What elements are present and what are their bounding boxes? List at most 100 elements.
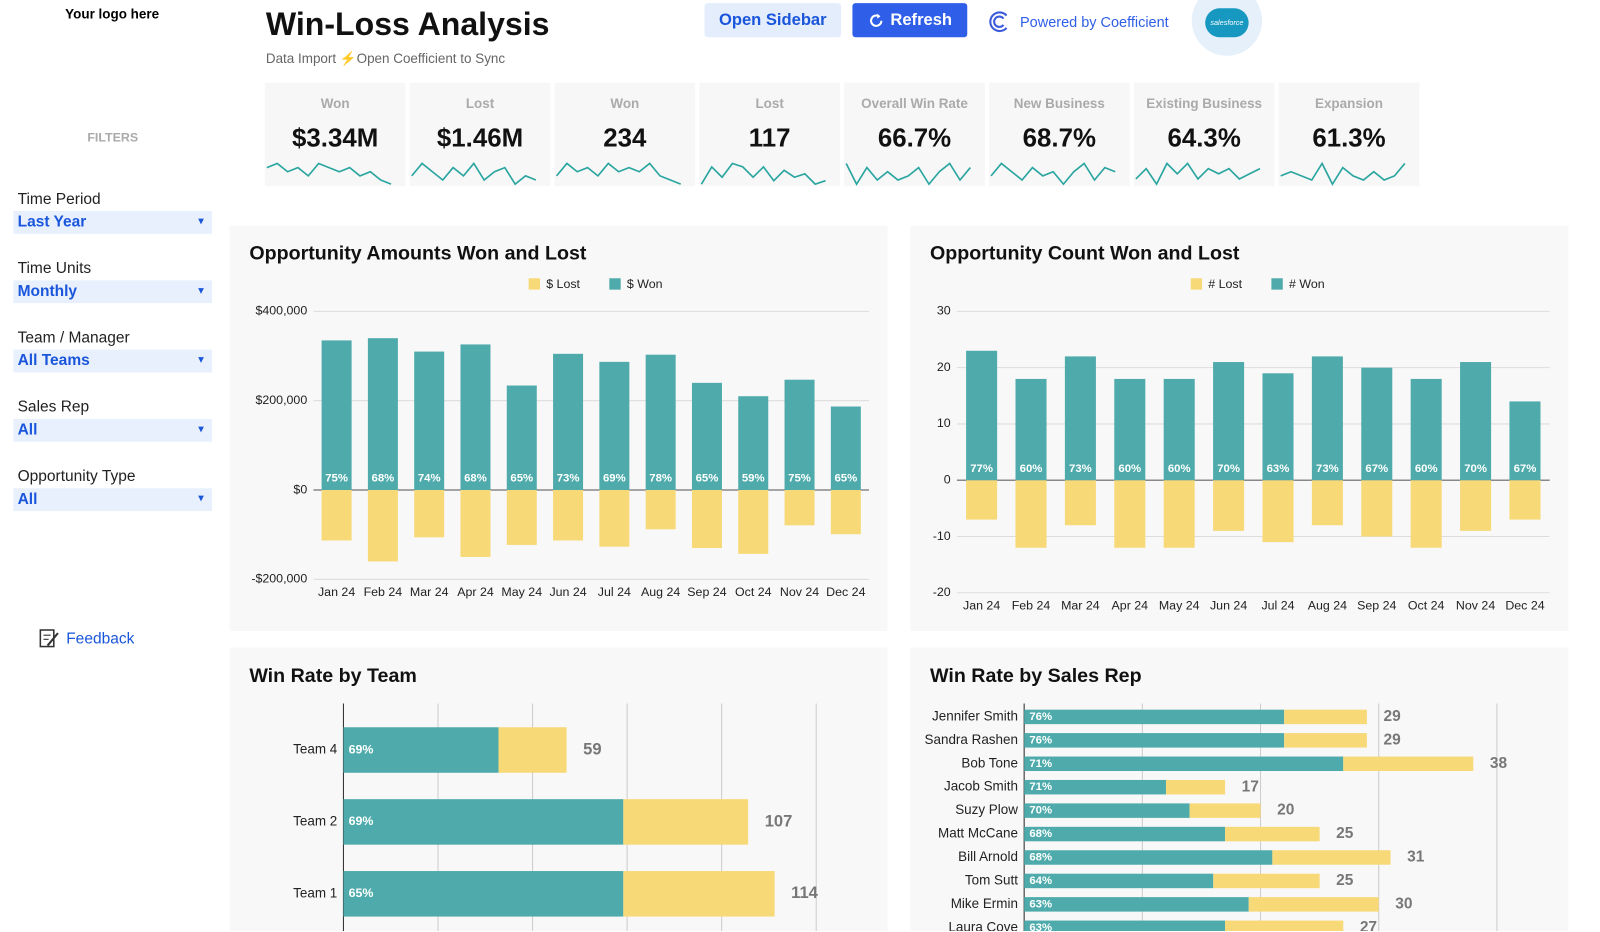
feedback-link[interactable]: Feedback (37, 627, 134, 650)
total-label: 17 (1242, 778, 1259, 795)
bar-segment (1343, 756, 1474, 772)
filter-dropdown[interactable]: All ▾ (13, 488, 213, 512)
rate-label: 68% (1029, 828, 1052, 840)
rate-label: 71% (1029, 781, 1052, 793)
rate-label: 76% (1029, 711, 1052, 723)
rate-label: 65% (349, 886, 374, 900)
filter-value: All (17, 490, 38, 508)
rate-label: 65% (834, 473, 857, 485)
y-tick-label: Jacob Smith (944, 779, 1018, 794)
bar-segment (343, 799, 624, 845)
bar-segment (1024, 897, 1249, 912)
x-tick-label: Sep 24 (1357, 598, 1396, 612)
bar (1163, 480, 1195, 548)
x-tick-label: May 24 (1159, 598, 1200, 612)
rate-label: 73% (557, 473, 580, 485)
kpi-label: Won (610, 96, 639, 111)
rate-label: 67% (1514, 463, 1537, 475)
refresh-icon (869, 12, 883, 27)
total-label: 31 (1407, 849, 1425, 866)
feedback-icon (39, 629, 59, 648)
kpi-card (699, 82, 841, 187)
y-tick-label: Team 2 (293, 813, 337, 828)
bar (367, 490, 398, 562)
kpi-value: 66.7% (878, 124, 951, 152)
kpi-value: $3.34M (292, 124, 378, 152)
rate-label: 63% (1029, 898, 1052, 910)
x-tick-label: Oct 24 (1408, 598, 1445, 612)
x-tick-label: May 24 (501, 585, 542, 599)
kpi-card (1278, 82, 1420, 187)
filter-value: All (17, 421, 38, 439)
bar (784, 379, 815, 491)
kpi-value: 234 (603, 124, 647, 152)
y-tick-label: Sandra Rashen (925, 732, 1018, 747)
bar (1015, 378, 1047, 481)
bar-segment (1024, 779, 1166, 795)
x-tick-label: Apr 24 (1112, 598, 1149, 612)
x-tick-label: Apr 24 (457, 585, 494, 599)
powered-by: Powered by Coefficient (988, 10, 1169, 33)
bar (367, 338, 398, 491)
filter-dropdown[interactable]: Last Year ▾ (13, 211, 213, 234)
dropdown-caret: ▾ (198, 423, 204, 436)
bar (553, 353, 584, 491)
y-tick-label: 0 (944, 472, 951, 486)
rate-label: 63% (1267, 463, 1290, 475)
filter-label: Time Period (17, 190, 101, 208)
total-label: 20 (1277, 802, 1294, 819)
filter-dropdown[interactable]: All ▾ (13, 418, 213, 442)
chart-title: Opportunity Count Won and Lost (930, 243, 1240, 265)
y-tick-label: -10 (933, 529, 951, 543)
y-tick-label: $400,000 (255, 304, 307, 318)
y-tick-label: Jennifer Smith (932, 708, 1018, 723)
kpi-card (1133, 82, 1275, 187)
bar (460, 344, 491, 491)
bar (1114, 480, 1146, 548)
sparkline (1280, 161, 1406, 186)
x-tick-label: Jul 24 (598, 585, 631, 599)
filter-label: Opportunity Type (17, 467, 136, 486)
chart-title: Win Rate by Sales Rep (930, 665, 1142, 687)
y-tick-label: Bill Arnold (958, 849, 1018, 864)
bar (1163, 378, 1195, 481)
sparkline (700, 162, 826, 186)
total-label: 27 (1360, 919, 1377, 931)
bar (784, 490, 815, 526)
filter-label: Sales Rep (17, 398, 90, 416)
bar-segment (623, 871, 775, 917)
sparkline (266, 162, 392, 185)
open-sidebar-button[interactable]: Open Sidebar (704, 3, 842, 38)
y-tick-label: -$200,000 (251, 572, 307, 586)
bar (1361, 367, 1393, 481)
x-tick-label: Jan 24 (963, 598, 1000, 612)
rate-label: 70% (1217, 463, 1240, 475)
total-label: 114 (791, 883, 818, 902)
x-tick-label: Aug 24 (1308, 598, 1347, 612)
y-tick-label: Matt McCane (938, 826, 1018, 841)
y-tick-label: Team 4 (293, 742, 338, 757)
refresh-button[interactable]: Refresh (852, 3, 968, 38)
bar-segment (1213, 873, 1320, 889)
rate-label: 73% (1069, 463, 1092, 475)
rate-label: 65% (696, 473, 719, 485)
rate-label: 60% (1415, 463, 1438, 475)
total-label: 29 (1383, 708, 1401, 725)
kpi-label: Lost (466, 96, 495, 111)
crm-logo: salesforce (1205, 8, 1249, 38)
rate-label: 74% (418, 473, 441, 485)
y-tick-label: -20 (933, 585, 951, 599)
filter-dropdown[interactable]: All Teams ▾ (13, 349, 213, 373)
bar (830, 406, 861, 491)
filter-dropdown[interactable]: Monthly ▾ (13, 280, 213, 304)
x-tick-label: Sep 24 (687, 585, 726, 599)
bar (460, 490, 491, 557)
bar (1015, 480, 1047, 548)
kpi-label: Overall Win Rate (861, 96, 968, 111)
rate-label: 71% (1029, 758, 1052, 770)
total-label: 29 (1383, 731, 1401, 748)
bar (966, 480, 998, 520)
bar (553, 490, 584, 541)
bar (966, 350, 998, 481)
